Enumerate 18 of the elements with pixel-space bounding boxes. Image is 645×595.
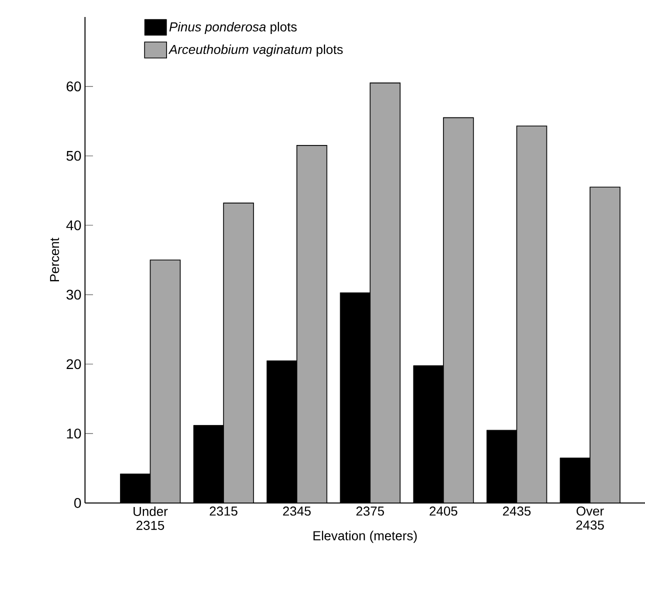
x-tick-label: 2405 xyxy=(430,506,458,516)
y-axis-title: Percent xyxy=(50,238,60,282)
y-tick-label: 50 xyxy=(66,150,81,161)
x-tick-label: 2375 xyxy=(356,506,384,516)
x-tick-label: 2315 xyxy=(210,506,238,516)
x-tick-label: 2435 xyxy=(502,506,531,516)
y-tick-label: 10 xyxy=(67,428,81,439)
y-tick-label: 20 xyxy=(66,359,81,370)
legend-label: Pinus ponderosa plots xyxy=(169,22,297,34)
legend-label: Arceuthobium vaginatum plots xyxy=(168,44,343,57)
y-tick-label: 0 xyxy=(74,498,81,508)
x-tick-label: Under 2315 xyxy=(134,506,168,530)
y-tick-label: 40 xyxy=(66,220,81,230)
x-tick-label: 2345 xyxy=(283,506,311,516)
x-axis-title: Elevation (meters) xyxy=(314,530,417,543)
y-tick-label: 60 xyxy=(66,81,81,92)
y-tick-label: 30 xyxy=(66,290,81,300)
x-tick-label: Over 2435 xyxy=(576,506,604,530)
